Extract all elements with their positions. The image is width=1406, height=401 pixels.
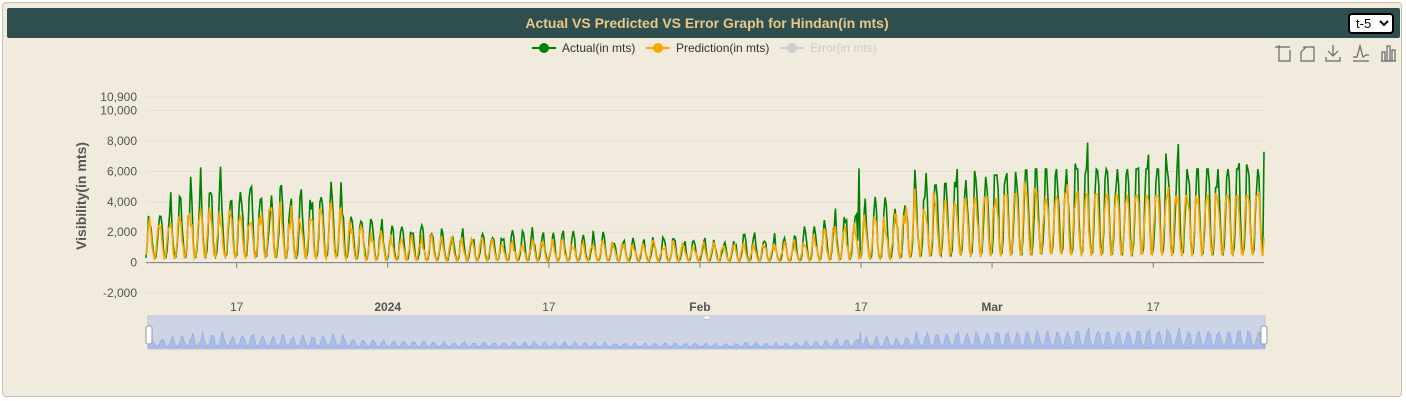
legend: Actual(in mts) Prediction(in mts) Error(… xyxy=(532,41,877,55)
y-tick-label: 8,000 xyxy=(107,134,137,148)
chart-title: Actual VS Predicted VS Error Graph for H… xyxy=(525,15,889,31)
zoom-preview xyxy=(147,327,1266,349)
zoom-reset-icon[interactable] xyxy=(1300,46,1315,62)
x-tick-label: 2024 xyxy=(374,300,401,314)
zoom-move-handle[interactable] xyxy=(703,315,711,320)
x-tick-label: 17 xyxy=(230,300,244,314)
zoom-handle-right[interactable] xyxy=(1260,325,1268,345)
series-line-actual xyxy=(145,142,1265,263)
legend-item-error[interactable]: Error(in mts) xyxy=(780,41,877,55)
data-zoom[interactable] xyxy=(145,315,1268,350)
y-axis-label: Visibility(in mts) xyxy=(73,142,89,250)
zoom-handle-left[interactable] xyxy=(145,325,153,345)
x-tick-label: 17 xyxy=(1147,300,1161,314)
series-line-prediction xyxy=(145,181,1265,264)
y-tick-label: 10,900 xyxy=(100,90,137,104)
legend-label-actual: Actual(in mts) xyxy=(562,41,635,55)
y-tick-label: 4,000 xyxy=(107,195,137,209)
x-axis: 17 2024 17 Feb 17 Mar 17 xyxy=(230,262,1161,314)
y-tick-label: 2,000 xyxy=(107,225,137,239)
x-tick-label: 17 xyxy=(854,300,868,314)
header-bar: Actual VS Predicted VS Error Graph for H… xyxy=(7,8,1400,38)
line-chart-icon[interactable] xyxy=(1353,43,1369,62)
x-tick-label: Feb xyxy=(689,300,710,314)
y-tick-label: 0 xyxy=(130,256,137,270)
legend-label-prediction: Prediction(in mts) xyxy=(676,41,769,55)
download-icon[interactable] xyxy=(1325,45,1341,62)
legend-label-error: Error(in mts) xyxy=(810,41,877,55)
x-tick-label: Mar xyxy=(981,300,1003,314)
toolbox xyxy=(1275,43,1396,62)
zoom-icon[interactable] xyxy=(1275,45,1291,62)
y-tick-label: -2,000 xyxy=(103,286,137,300)
y-tick-label: 6,000 xyxy=(107,164,137,178)
series-group xyxy=(145,142,1265,264)
legend-item-actual[interactable]: Actual(in mts) xyxy=(532,41,635,55)
x-tick-label: 17 xyxy=(542,300,556,314)
bar-chart-icon[interactable] xyxy=(1381,45,1396,62)
y-tick-label: 10,000 xyxy=(100,104,137,118)
legend-item-prediction[interactable]: Prediction(in mts) xyxy=(646,41,769,55)
horizon-select[interactable]: t-5 xyxy=(1348,13,1394,34)
